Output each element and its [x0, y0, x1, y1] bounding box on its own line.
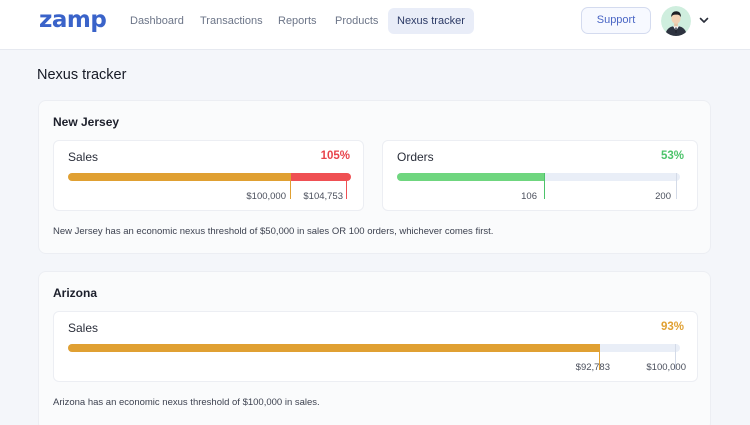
progress-fill: [397, 173, 544, 181]
metric-sales: Sales 105% $100,000 $104,753: [53, 140, 364, 211]
progress-fill-threshold: [68, 173, 290, 181]
marker-line-threshold: [290, 173, 291, 199]
user-avatar[interactable]: [661, 6, 691, 36]
marker-line-threshold: [675, 344, 676, 370]
support-button[interactable]: Support: [581, 7, 651, 34]
progress-fill-overflow: [290, 173, 351, 181]
nav-nexus-tracker[interactable]: Nexus tracker: [388, 8, 474, 34]
page-title: Nexus tracker: [37, 67, 127, 83]
marker-label-current: 106: [521, 191, 537, 202]
metric-sales: Sales 93% $92,783 $100,000: [53, 311, 698, 382]
top-navbar: zamp Dashboard Transactions Reports Prod…: [0, 0, 750, 50]
progress-fill: [68, 344, 599, 352]
state-card-new-jersey: New Jersey Sales 105% $100,000 $104,753 …: [38, 100, 711, 254]
nav-dashboard[interactable]: Dashboard: [130, 15, 184, 27]
marker-label-threshold: 200: [655, 191, 671, 202]
progress-track: [68, 344, 680, 352]
marker-label-threshold: $100,000: [246, 191, 286, 202]
marker-label-current: $104,753: [303, 191, 343, 202]
nexus-threshold-note: Arizona has an economic nexus threshold …: [53, 397, 320, 408]
chevron-down-icon[interactable]: [698, 14, 710, 26]
metric-percent: 53%: [660, 150, 684, 162]
metric-label: Orders: [397, 150, 434, 164]
metric-label: Sales: [68, 150, 99, 164]
user-avatar-icon: [661, 6, 691, 36]
nav-products[interactable]: Products: [335, 15, 379, 27]
marker-line-current: [544, 173, 545, 199]
metric-orders: Orders 53% 106 200: [382, 140, 698, 211]
metric-label: Sales: [68, 321, 99, 335]
progress-track: [397, 173, 680, 181]
metric-percent: 105%: [320, 150, 350, 162]
state-card-arizona: Arizona Sales 93% $92,783 $100,000 Arizo…: [38, 271, 711, 425]
state-name: New Jersey: [53, 115, 120, 129]
zamp-logo[interactable]: zamp: [39, 7, 107, 33]
metric-percent: 93%: [660, 321, 684, 333]
marker-label-threshold: $100,000: [646, 362, 686, 373]
progress-track: [68, 173, 351, 181]
marker-line-current: [599, 344, 600, 370]
nav-reports[interactable]: Reports: [278, 15, 317, 27]
nexus-threshold-note: New Jersey has an economic nexus thresho…: [53, 226, 494, 237]
marker-line-threshold: [676, 173, 677, 199]
marker-line-current: [346, 173, 347, 199]
state-name: Arizona: [53, 286, 98, 300]
nav-transactions[interactable]: Transactions: [200, 15, 263, 27]
marker-label-current: $92,783: [575, 362, 610, 373]
